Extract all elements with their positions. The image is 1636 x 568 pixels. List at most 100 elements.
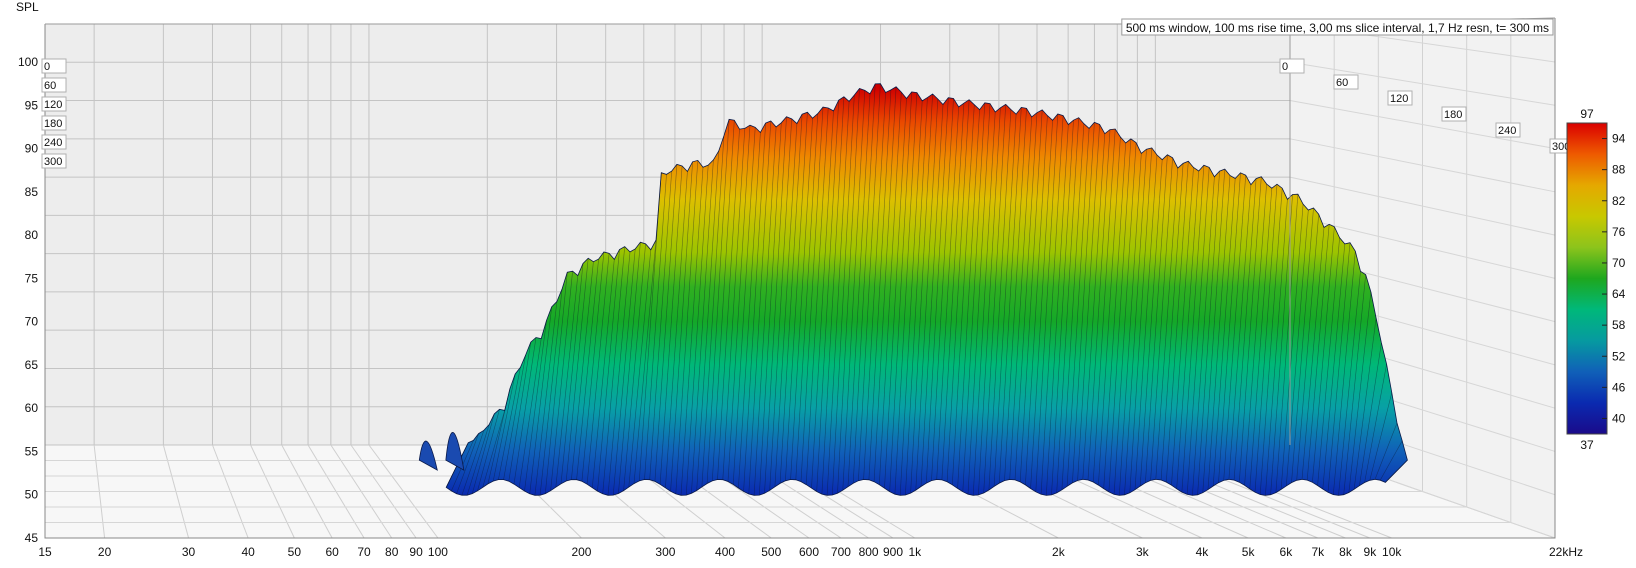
x-tick-label: 60 xyxy=(325,545,339,559)
surface-slice-line xyxy=(993,114,1017,487)
y-tick-label: 65 xyxy=(25,358,39,372)
time-tick-right-text: 240 xyxy=(1498,125,1516,137)
x-tick-label: 8k xyxy=(1339,545,1353,559)
surface-slice-line xyxy=(1098,136,1121,486)
x-tick-label: 700 xyxy=(831,545,851,559)
surface-slice-line xyxy=(466,424,490,496)
surface-slice-line xyxy=(743,123,766,492)
surface-slice-line xyxy=(1092,128,1116,483)
x-tick-label: 400 xyxy=(715,545,735,559)
surface-slice-line xyxy=(1145,154,1168,483)
time-tick-left: 300 xyxy=(41,153,67,169)
surface-slice-line xyxy=(1259,188,1283,495)
colorbar-tick-label: 88 xyxy=(1612,163,1626,177)
surface-slice-line xyxy=(1359,342,1382,486)
surface-slice-line xyxy=(685,165,709,496)
time-tick-right-text: 300 xyxy=(1552,141,1570,153)
y-tick-label: 85 xyxy=(25,185,39,199)
surface-slice-line xyxy=(1056,117,1079,493)
colorbar-max-label: 97 xyxy=(1580,107,1594,121)
right-wall-grid-hline xyxy=(1289,214,1556,279)
surface-slice-line xyxy=(795,113,819,480)
surface-slice-line xyxy=(884,98,907,489)
colorbar-tick-label: 52 xyxy=(1612,349,1626,363)
time-axis-left: 0 60 120 180 240 300 xyxy=(41,58,67,169)
x-tick-label: 3k xyxy=(1136,545,1150,559)
colorbar: 97 37 94 88 82 76 70 64 58 52 46 40 xyxy=(1566,107,1626,452)
x-axis: 15 20 30 40 50 60 70 80 90 100 200 300 400 500 600 700 8… xyxy=(38,545,1583,559)
surface-slice-line xyxy=(1306,224,1330,481)
surface-slice-line xyxy=(545,272,568,494)
surface-slice-line xyxy=(962,102,986,492)
surface-slice-line xyxy=(1051,120,1074,495)
x-tick-label: 10k xyxy=(1382,545,1402,559)
right-wall-grid-hline xyxy=(1289,176,1556,236)
x-tick-label: 800 xyxy=(859,545,879,559)
surface-slice-line xyxy=(899,100,923,496)
surface-slice-line xyxy=(503,355,526,480)
surface-slice-line xyxy=(597,249,620,492)
surface-slice-line xyxy=(513,337,537,485)
surface-slice-line xyxy=(529,306,552,494)
colorbar-scale xyxy=(1566,122,1608,435)
time-tick-right-box xyxy=(1387,90,1413,106)
surface-slice-line xyxy=(644,174,667,480)
surface-slice-line xyxy=(633,240,657,484)
y-tick-label: 50 xyxy=(25,488,39,502)
surface-slice-line xyxy=(779,114,803,484)
surface-slice-line xyxy=(1155,168,1179,480)
surface-slice-line xyxy=(628,249,652,488)
surface-slice-line xyxy=(654,164,678,482)
surface-slice-line xyxy=(816,100,839,492)
colorbar-tick-label: 64 xyxy=(1612,287,1626,301)
surface-slice-line xyxy=(842,90,866,491)
y-tick-label: 45 xyxy=(25,531,39,545)
surface-slice-line xyxy=(1004,108,1027,481)
surface-slice-line xyxy=(764,116,787,494)
colorbar-tick-label: 40 xyxy=(1612,411,1626,425)
surface-slice-line xyxy=(988,109,1012,491)
surface-slice-line xyxy=(1014,112,1038,480)
surface-slice-line xyxy=(837,88,860,494)
surface-slice-line xyxy=(957,109,980,489)
surface-slice-line xyxy=(712,120,735,481)
surface-slice-line xyxy=(858,83,881,481)
surface-slice-line xyxy=(1379,440,1403,481)
surface-slice-line xyxy=(680,167,704,496)
surface-slice-line xyxy=(518,338,542,488)
time-tick-right-box xyxy=(1333,74,1359,90)
surface-slice-line xyxy=(717,129,740,480)
surface-slice-line xyxy=(1317,237,1340,486)
colorbar-tick-label: 94 xyxy=(1612,132,1626,146)
surface-slice-line xyxy=(691,159,714,494)
y-tick-label: 75 xyxy=(25,271,39,285)
surface-slice-line xyxy=(879,92,902,485)
surface-slice-line xyxy=(1244,183,1267,486)
frame-line xyxy=(44,18,1556,539)
surface-slice-line xyxy=(1364,364,1387,483)
time-tick-right-text: 180 xyxy=(1444,109,1462,121)
surface-slice-line xyxy=(1046,124,1069,496)
colorbar-tick-label: 76 xyxy=(1612,225,1626,239)
surface-slice-line xyxy=(1103,142,1126,489)
surface-slice-line xyxy=(952,104,975,485)
surface-slice-line xyxy=(1030,120,1053,489)
time-tick-left-text: 0 xyxy=(44,61,50,73)
surface-slice-line xyxy=(821,96,845,495)
surface-slice-line xyxy=(1385,459,1408,483)
surface-slice-line xyxy=(727,125,751,482)
surface-slice-line xyxy=(1035,113,1059,492)
surface-slice-line xyxy=(852,83,876,484)
surface-slice-line xyxy=(701,135,725,487)
time-tick-left-text: 60 xyxy=(44,80,56,92)
surface-slice-line xyxy=(790,118,813,480)
surface-slice-line xyxy=(1312,226,1335,483)
surface-slice-line xyxy=(524,320,547,492)
x-tick-label: 80 xyxy=(385,545,399,559)
surface-slice-line xyxy=(560,263,584,484)
surface-slice-line xyxy=(800,107,824,482)
surface-slice-line xyxy=(1301,227,1325,480)
time-tick-right-box xyxy=(1495,122,1521,138)
surface-slice-line xyxy=(1343,274,1366,495)
